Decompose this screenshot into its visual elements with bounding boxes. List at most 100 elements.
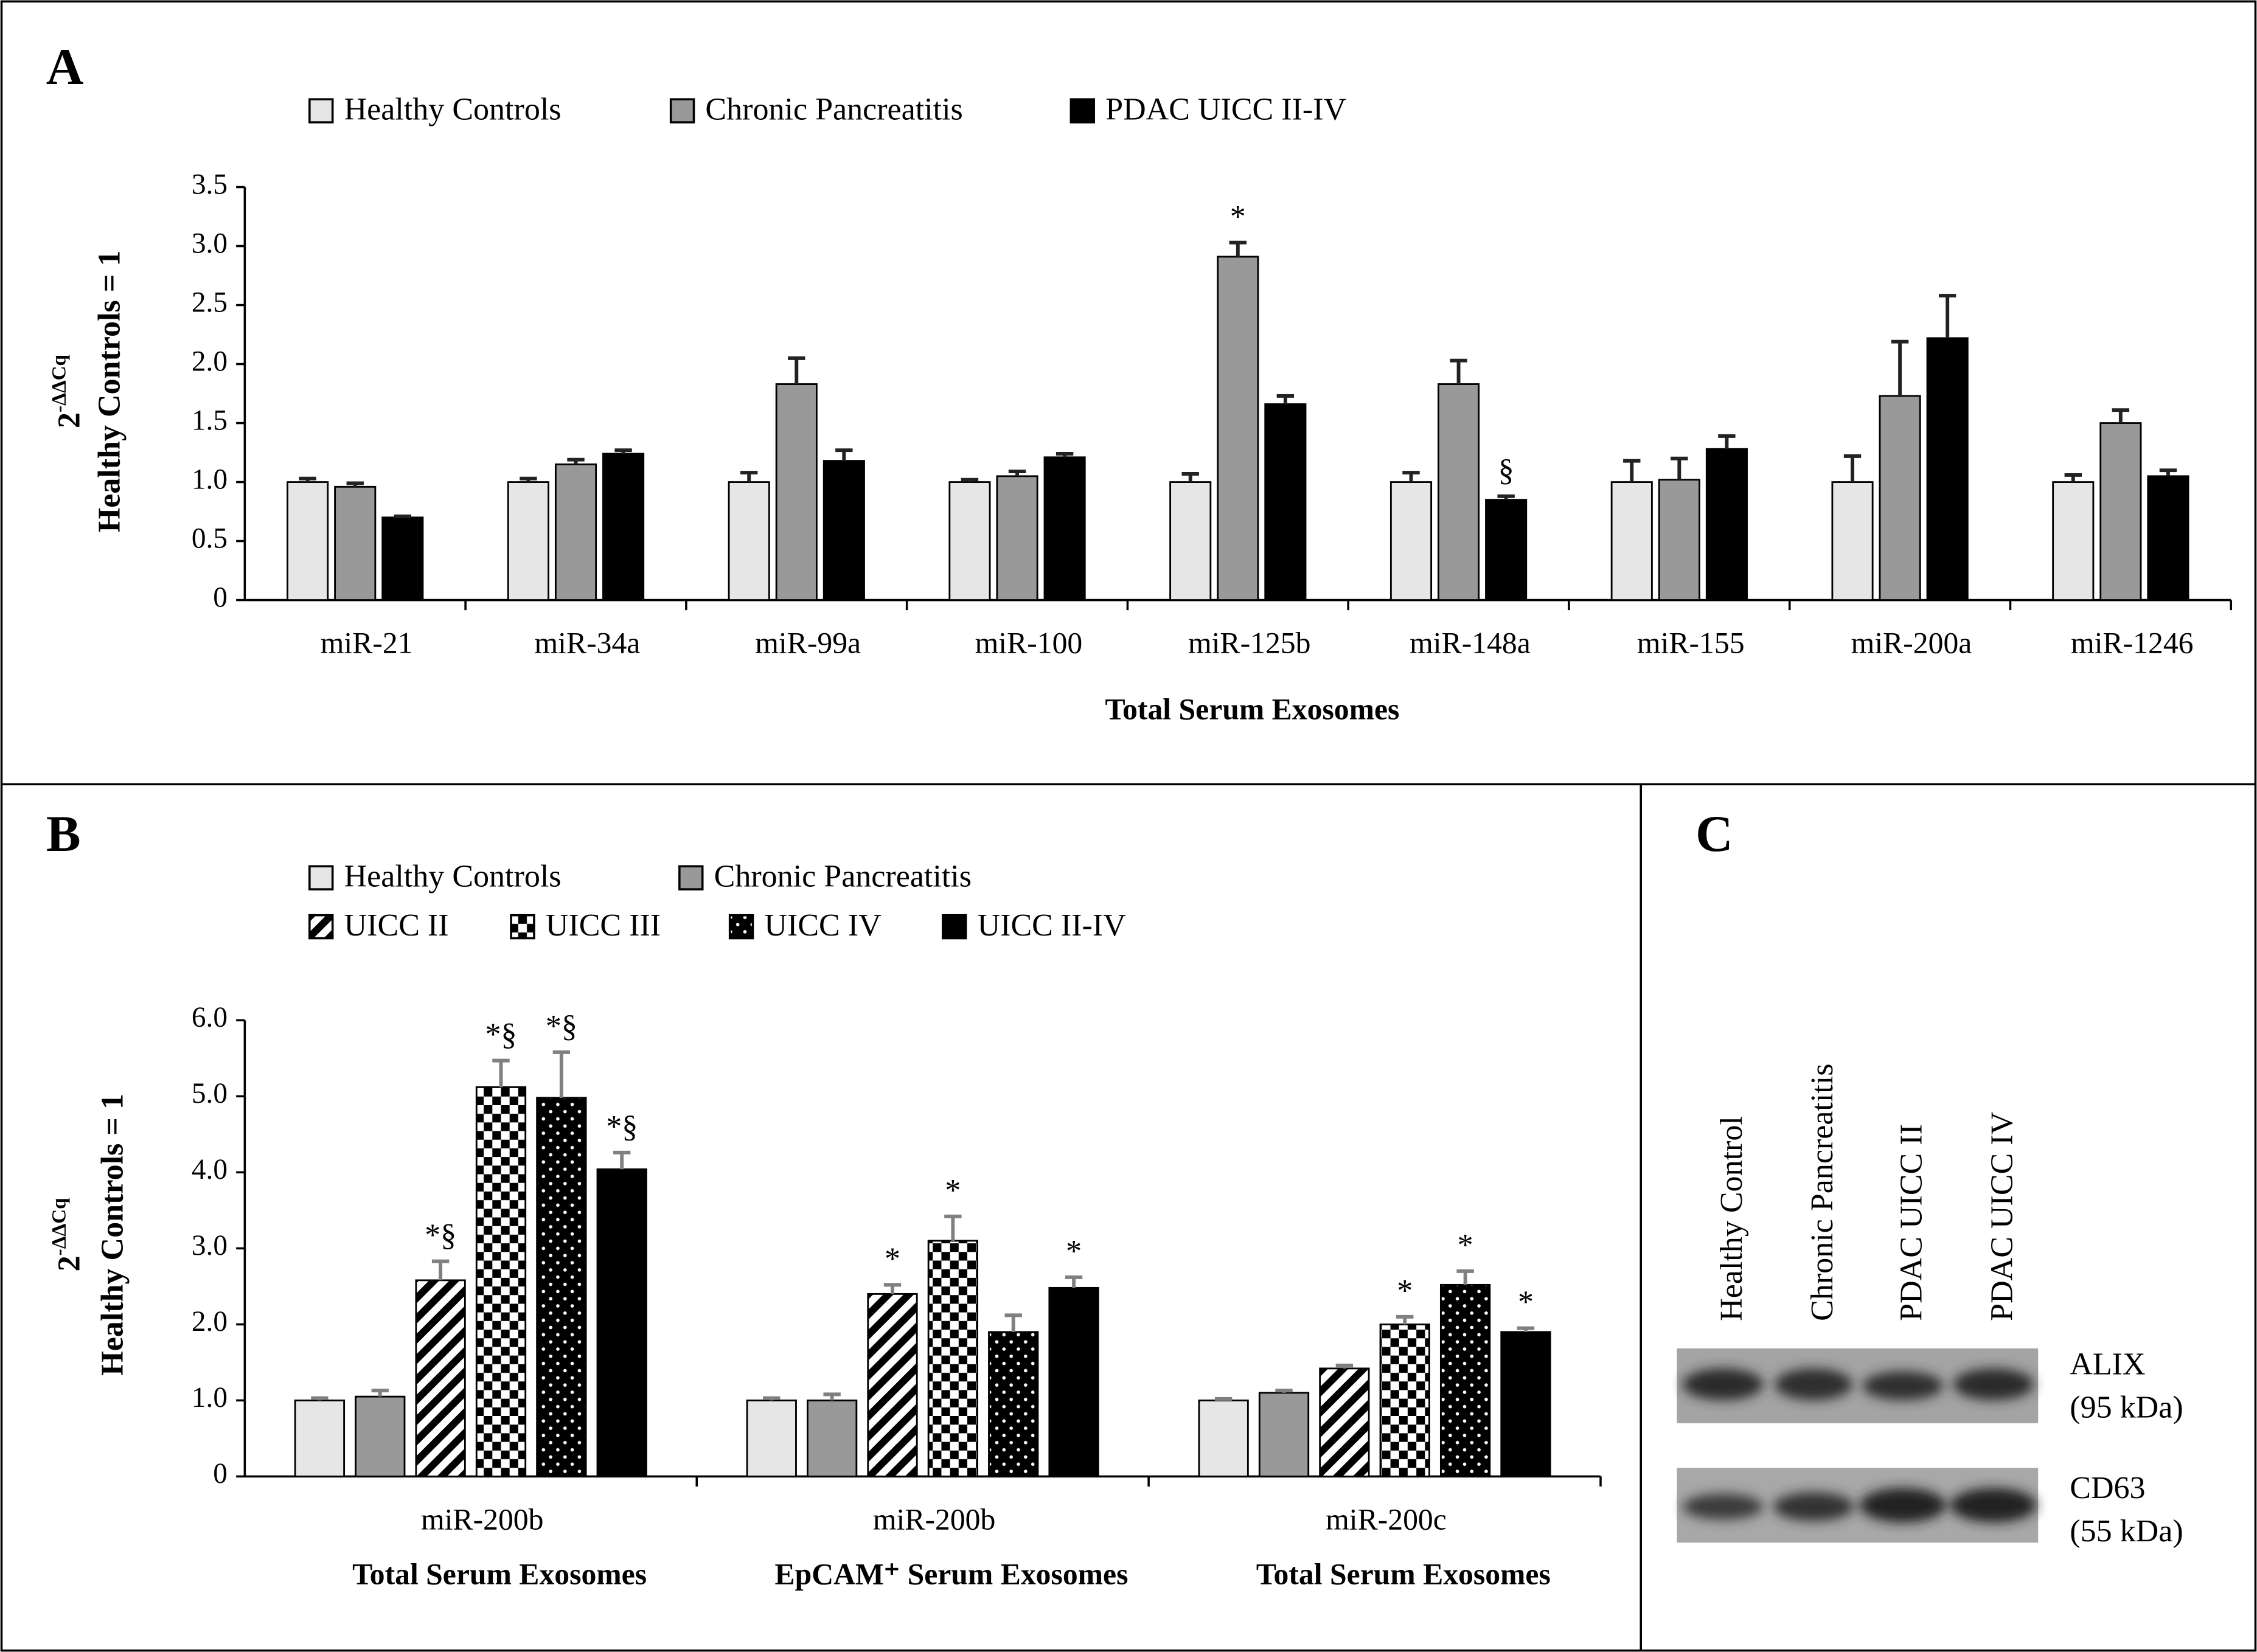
x-tick-label: miR-155 — [1637, 626, 1745, 660]
y-tick-label: 2.5 — [192, 286, 228, 318]
bar — [867, 1293, 918, 1477]
bar — [806, 1399, 858, 1477]
bar — [1319, 1367, 1370, 1477]
x-group-label: Total Serum Exosomes — [352, 1557, 647, 1591]
x-tick-label: miR-200c — [1326, 1502, 1447, 1536]
error-bar — [763, 1396, 781, 1401]
y-tick-label: 0 — [213, 581, 228, 613]
y-axis-label-base: 2 — [52, 412, 86, 428]
legend-swatch — [510, 914, 535, 940]
x-axis-label: Total Serum Exosomes — [1105, 693, 1400, 726]
y-axis-label-base: 2 — [52, 1255, 86, 1271]
y-tick-label: 3.0 — [192, 227, 228, 259]
bar — [536, 1097, 587, 1477]
error-bar — [1335, 1363, 1354, 1369]
bar — [822, 460, 865, 601]
error-bar — [1055, 452, 1074, 457]
significance-label: * — [945, 1173, 961, 1208]
error-bar — [1229, 240, 1247, 257]
panel-letter: B — [46, 805, 81, 862]
significance-label: * — [885, 1241, 900, 1276]
error-bar — [2159, 468, 2177, 476]
legend-label: UICC II-IV — [978, 908, 1126, 943]
error-bar — [1402, 471, 1420, 482]
legend-label: UICC IV — [764, 908, 881, 943]
y-tick-label: 1.0 — [192, 463, 228, 495]
x-tick-label: miR-99a — [755, 626, 861, 660]
error-bar — [1004, 1313, 1022, 1332]
bar — [334, 485, 377, 601]
bar — [415, 1279, 466, 1477]
error-bar — [567, 457, 585, 465]
bands — [1682, 1368, 2037, 1523]
error-bar — [1065, 1275, 1083, 1288]
error-bar — [1718, 434, 1736, 449]
x-tick-label: miR-200b — [421, 1502, 543, 1536]
y-tick-label: 1.5 — [192, 404, 228, 436]
bar — [1169, 481, 1212, 601]
error-bar — [1396, 1314, 1414, 1325]
legend-swatch — [1069, 98, 1095, 123]
bar — [294, 1399, 346, 1477]
significance-label: * — [1397, 1274, 1413, 1308]
y-tick-label: 2.0 — [192, 345, 228, 377]
error-bar — [552, 1050, 571, 1098]
bar — [355, 1395, 406, 1477]
y-axis-label: Healthy Controls = 1 — [92, 251, 127, 533]
bar — [775, 383, 818, 601]
error-bar — [1456, 1269, 1474, 1285]
error-bar — [1517, 1326, 1535, 1332]
y-tick-label: 6.0 — [192, 1002, 228, 1033]
legend-swatch — [308, 865, 334, 890]
bar — [1198, 1399, 1249, 1477]
y-axis-label: 2-ΔΔCq — [47, 354, 86, 428]
error-bar — [394, 514, 412, 518]
error-bar — [311, 1396, 329, 1401]
significance-label: * — [1066, 1234, 1082, 1269]
bar — [1485, 499, 1528, 601]
bar — [1610, 481, 1653, 601]
error-bar — [2064, 473, 2082, 482]
error-bar — [346, 481, 364, 487]
legend-swatch — [728, 914, 754, 940]
bar — [554, 463, 597, 601]
error-bar — [740, 471, 758, 482]
error-bar — [1450, 358, 1467, 384]
y-tick-label: 2.0 — [192, 1306, 228, 1338]
bar — [1658, 479, 1700, 601]
panel-letter: A — [46, 38, 83, 95]
x-tick-label: miR-148a — [1410, 626, 1531, 660]
x-tick-label: miR-125b — [1188, 626, 1310, 660]
bar — [1500, 1331, 1551, 1477]
x-tick-label: miR-200b — [873, 1502, 995, 1536]
blot-panel: C Healthy Control Chronic Pancreatitis PDA… — [1677, 805, 2183, 1549]
legend-label: Healthy Controls — [344, 859, 562, 894]
bar — [602, 453, 645, 601]
error-bar — [835, 448, 853, 461]
bar — [1258, 1392, 1310, 1477]
error-bar — [823, 1392, 841, 1401]
bar — [287, 481, 329, 601]
error-bar — [1497, 494, 1515, 500]
y-tick-label: 3.5 — [192, 168, 228, 200]
error-bar — [1276, 394, 1295, 404]
bar — [596, 1168, 647, 1477]
error-bar — [613, 1150, 631, 1170]
x-tick-label: miR-21 — [321, 626, 413, 660]
band-size: (95 kDa) — [2070, 1390, 2183, 1425]
error-bar — [1008, 470, 1026, 476]
band-name: ALIX — [2070, 1347, 2145, 1381]
significance-label: * — [1518, 1285, 1534, 1320]
bar — [1379, 1323, 1430, 1477]
y-tick-label: 3.0 — [192, 1230, 228, 1262]
y-tick-label: 4.0 — [192, 1154, 228, 1185]
bar — [1705, 448, 1748, 601]
error-bar — [614, 448, 632, 454]
error-bar — [1214, 1397, 1233, 1401]
x-tick-label: miR-200a — [1851, 626, 1972, 660]
y-tick-label: 5.0 — [192, 1078, 228, 1109]
bar — [2052, 481, 2095, 601]
